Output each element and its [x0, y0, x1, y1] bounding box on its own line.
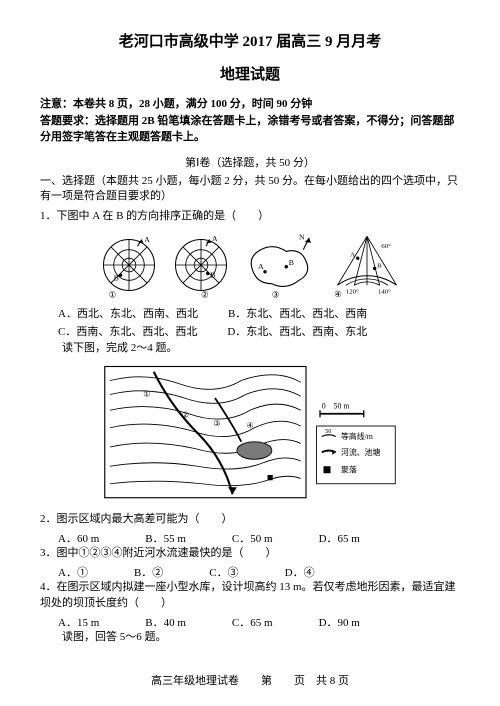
label-B4: B [377, 263, 382, 270]
label-B3: B [289, 258, 294, 267]
q2-stem: 2．图示区域内最大高差可能为（ ） [40, 512, 460, 528]
q4-stem: 4．在图示区域内拟建一座小型水库，设计坝高约 13 m。若仅考虑地形因素，最适宜… [40, 580, 460, 612]
svg-text:③: ③ [213, 419, 220, 428]
q4-optA: A．15 m [58, 614, 99, 630]
part-label: 第Ⅰ卷（选择题，共 50 分） [40, 154, 460, 170]
lon-140: 140° [378, 289, 391, 296]
d1-label: ① [109, 290, 117, 300]
q1-options-row1: A．西北、东北、西南、西北 B．东北、西北、西北、西南 [58, 305, 460, 321]
legend-item1: 等高线/m [341, 431, 373, 441]
q1-optC: C．西南、东北、西北、西北 [58, 323, 197, 339]
d2-label: ② [201, 290, 209, 300]
q3-optC: C．③ [209, 564, 238, 580]
label-A2: A [212, 235, 218, 244]
q3-optD: D．④ [285, 564, 315, 580]
d3-label: ③ [272, 290, 280, 300]
label-N: N [299, 233, 305, 242]
label-A: A [144, 235, 150, 244]
notice-block: 注意：本卷共 8 页，28 小题，满分 100 分，时间 90 分钟 答题要求：… [40, 96, 460, 146]
svg-text:①: ① [143, 390, 150, 399]
svg-text:④: ④ [247, 421, 254, 430]
q2-options: A．60 m B．55 m C．50 m D．65 m [58, 530, 460, 546]
q3-options: A．① B．② C．③ D．④ [58, 564, 460, 580]
sub-title: 地理试题 [40, 63, 460, 84]
notice-line-1: 注意：本卷共 8 页，28 小题，满分 100 分，时间 90 分钟 [40, 96, 460, 113]
legend-50: 50 [325, 429, 331, 435]
q1-diagrams: A B ① A B ② N A B ③ [40, 231, 460, 299]
label-A4: A [350, 252, 355, 259]
q4-options: A．15 m B．40 m C．65 m D．90 m [58, 614, 460, 630]
lon-60: 60° [381, 243, 391, 250]
q1-optA: A．西北、东北、西南、西北 [58, 305, 198, 321]
q2-optB: B．55 m [145, 530, 186, 546]
label-B2: B [210, 271, 215, 280]
legend-item2: 河流、池塘 [341, 447, 380, 457]
svg-text:②: ② [182, 411, 189, 420]
q3-stem: 3．图中①②③④附近河水流速最快的是（ ） [40, 546, 460, 562]
q1-optB: B．东北、西北、西北、西南 [228, 305, 367, 321]
q3-optA: A．① [58, 564, 88, 580]
q4-optC: C．65 m [232, 614, 273, 630]
main-title: 老河口市高级中学 2017 届高三 9 月月考 [40, 30, 460, 51]
intro-5-6: 读图，回答 5～6 题。 [40, 630, 460, 646]
contour-map-wrap: ① ② ③ ④ 0 50 m 50 等高线/m 河流、池塘 聚落 [40, 363, 460, 506]
q4-optB: B．40 m [145, 614, 186, 630]
q2-optA: A．60 m [58, 530, 99, 546]
page-footer: 高三年级地理试卷 第 页 共 8 页 [0, 672, 500, 688]
q1-diagram-2: A B ② [167, 231, 235, 299]
section-1-heading: 一、选择题（本题共 25 小题，每小题 2 分，共 50 分。在每小题给出的四个… [40, 174, 460, 206]
label-A3: A [258, 263, 264, 272]
notice-line-2: 答题要求：选择题用 2B 铅笔填涂在答题卡上，涂错考号或者答案，不得分；问答题部… [40, 113, 460, 146]
lon-120: 120° [346, 289, 359, 296]
q1-diagram-1: A B ① [95, 231, 163, 299]
q1-options-row2: C．西南、东北、西北、西北 D．东北、西北、西南、东北 [58, 323, 460, 339]
q3-optB: B．② [134, 564, 163, 580]
d4-label: ④ [334, 289, 342, 299]
q2-optC: C．50 m [232, 530, 273, 546]
legend-scale: 0 50 m [322, 402, 350, 411]
label-B: B [114, 274, 119, 283]
legend-item3: 聚落 [341, 465, 357, 475]
intro-2-4: 读下图，完成 2～4 题。 [40, 341, 460, 357]
q2-optD: D．65 m [319, 530, 360, 546]
q1-stem: 1．下图中 A 在 B 的方向排序正确的是（ ） [40, 209, 460, 225]
q1-optD: D．东北、西北、西南、东北 [227, 323, 367, 339]
q4-optD: D．90 m [319, 614, 360, 630]
q1-diagram-3: N A B ③ [239, 231, 325, 299]
q1-diagram-4: 60° A B 120° 140° ④ [329, 231, 405, 299]
contour-map: ① ② ③ ④ 0 50 m 50 等高线/m 河流、池塘 聚落 [95, 363, 405, 503]
